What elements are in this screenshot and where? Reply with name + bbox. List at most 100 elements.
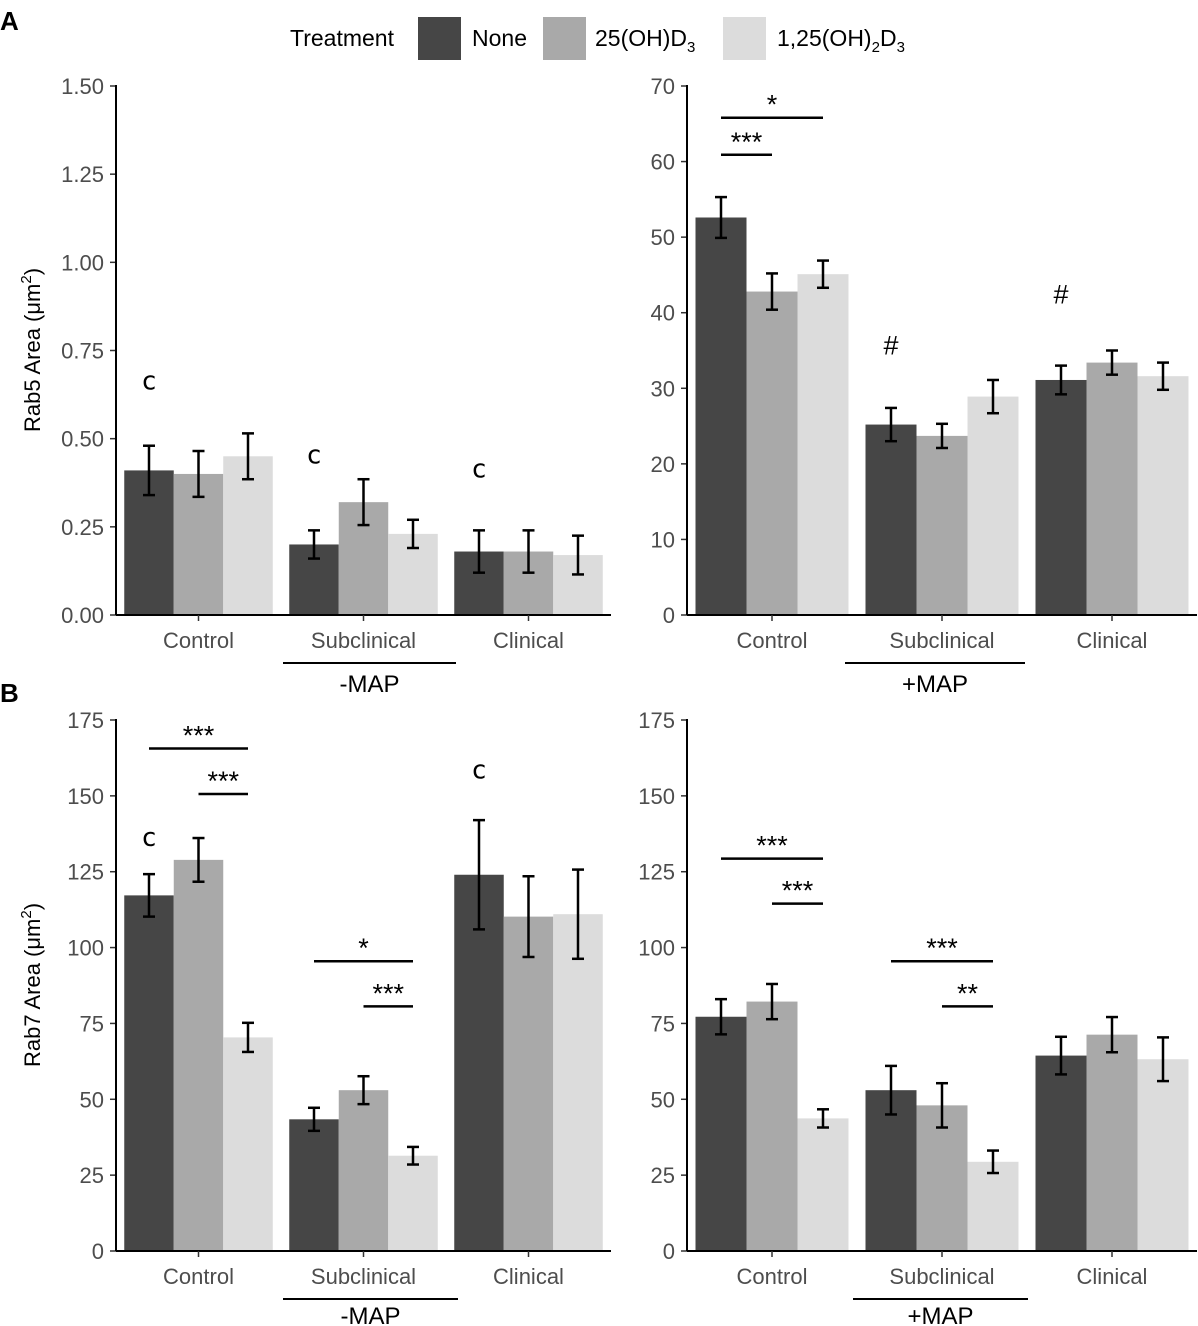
bar-control-1-25-oh-2d3	[223, 456, 273, 615]
y-tick-label: 150	[67, 784, 104, 809]
bar-clinical-none	[454, 874, 504, 1251]
bar-subclinical-none	[865, 1090, 917, 1251]
legend-label-25ohd3: 25(OH)D3	[595, 25, 695, 56]
bar-subclinical-1-25-oh-2d3	[388, 1155, 438, 1251]
significance-hash: #	[1053, 280, 1068, 310]
significance-stars: *	[358, 933, 369, 963]
y-tick-label: 50	[651, 225, 675, 250]
legend-swatch-125oh2d3	[723, 17, 766, 60]
y-tick-label: 20	[651, 452, 675, 477]
significance-letter: c	[306, 440, 322, 470]
legend-label-none: None	[472, 25, 527, 51]
y-axis-title-rab5: Rab5 Area (μm2)	[18, 268, 45, 432]
y-tick-label: 75	[651, 1011, 675, 1036]
legend: Treatment None 25(OH)D3 1,25(OH)2D3	[290, 17, 905, 60]
y-tick-label: 0	[663, 1239, 675, 1264]
x-tick-label-subclinical: Subclinical	[311, 1264, 416, 1289]
y-tick-label: 100	[67, 936, 104, 961]
x-tick-label-control: Control	[737, 628, 808, 653]
chart-panel-a-right: 0 10 20 30 40 50 60 70 Control Subclinical Clinica…	[651, 74, 1197, 698]
y-tick-label: 100	[638, 936, 675, 961]
bar-clinical-none	[1035, 1055, 1087, 1251]
y-tick-label: 10	[651, 527, 675, 552]
significance-stars: ***	[183, 721, 215, 751]
y-tick-label: 1.00	[61, 250, 104, 275]
y-tick-label: 1.25	[61, 162, 104, 187]
y-tick-label: 50	[651, 1087, 675, 1112]
significance-letter: c	[471, 454, 487, 484]
x-tick-label-clinical: Clinical	[493, 1264, 564, 1289]
chart-panel-b-right: 0 25 50 75 100 125 150 175 Control Subclinical Cli…	[638, 708, 1197, 1326]
bar-clinical-1-25-oh-2d3	[1137, 1059, 1189, 1251]
chart-panel-b-left: 0 25 50 75 100 125 150 175 Control Subclinical Cli…	[67, 708, 611, 1326]
group-label: -MAP	[341, 1303, 401, 1326]
significance-stars: ***	[782, 876, 814, 906]
x-tick-label-control: Control	[163, 628, 234, 653]
chart-panel-a-left: 0.00 0.25 0.50 0.75 1.00 1.25 1.50 Control Subcl…	[61, 74, 611, 698]
y-tick-label: 175	[67, 708, 104, 733]
y-tick-label: 125	[638, 860, 675, 885]
y-tick-label: 60	[651, 150, 675, 175]
y-tick-label: 0.25	[61, 515, 104, 540]
bar-control-none	[695, 217, 747, 615]
bar-control-none	[124, 895, 174, 1251]
x-tick-label-subclinical: Subclinical	[889, 1264, 994, 1289]
y-tick-label: 0.00	[61, 603, 104, 628]
y-tick-label: 70	[651, 74, 675, 99]
significance-stars: ***	[731, 127, 763, 157]
y-tick-label: 50	[80, 1087, 104, 1112]
x-tick-label-control: Control	[737, 1264, 808, 1289]
legend-title: Treatment	[290, 25, 395, 51]
y-tick-label: 0	[92, 1239, 104, 1264]
y-tick-label: 0.75	[61, 339, 104, 364]
bar-control-1-25-oh-2d3	[223, 1037, 273, 1251]
y-tick-label: 0	[663, 603, 675, 628]
y-tick-label: 1.50	[61, 74, 104, 99]
legend-swatch-25ohd3	[543, 17, 586, 60]
significance-letter: c	[471, 755, 487, 785]
panel-letter-b: B	[0, 678, 19, 708]
y-axis-title-rab7: Rab7 Area (μm2)	[18, 903, 45, 1067]
x-tick-label-subclinical: Subclinical	[889, 628, 994, 653]
y-tick-label: 125	[67, 860, 104, 885]
bar-subclinical-none	[289, 1119, 339, 1251]
bar-clinical-1-25-oh-2d3	[553, 914, 603, 1251]
y-tick-label: 40	[651, 301, 675, 326]
significance-stars: *	[767, 90, 778, 120]
bar-clinical-25-oh-d3	[1086, 1034, 1138, 1251]
significance-stars: ***	[756, 831, 788, 861]
x-tick-label-clinical: Clinical	[493, 628, 564, 653]
bar-control-none	[695, 1016, 747, 1251]
bar-control-25-oh-d3	[746, 1001, 798, 1251]
bar-clinical-1-25-oh-2d3	[1137, 376, 1189, 615]
legend-swatch-none	[418, 17, 461, 60]
y-tick-label: 175	[638, 708, 675, 733]
group-label: +MAP	[902, 671, 968, 698]
bar-subclinical-25-oh-d3	[916, 435, 968, 615]
bar-clinical-25-oh-d3	[1086, 362, 1138, 615]
group-label: -MAP	[340, 671, 400, 698]
y-tick-label: 30	[651, 376, 675, 401]
y-tick-label: 150	[638, 784, 675, 809]
x-tick-label-control: Control	[163, 1264, 234, 1289]
significance-stars: ***	[207, 766, 239, 796]
significance-stars: ***	[926, 933, 958, 963]
bar-control-1-25-oh-2d3	[797, 1118, 849, 1251]
y-tick-label: 25	[651, 1163, 675, 1188]
significance-hash: #	[883, 330, 898, 360]
bar-clinical-none	[1035, 379, 1087, 615]
significance-stars: **	[957, 978, 979, 1008]
y-tick-label: 75	[80, 1011, 104, 1036]
bar-subclinical-1-25-oh-2d3	[967, 1161, 1019, 1251]
legend-label-125oh2d3: 1,25(OH)2D3	[777, 25, 905, 56]
significance-stars: ***	[372, 978, 404, 1008]
significance-letter: c	[141, 366, 157, 396]
bar-clinical-25-oh-d3	[503, 916, 554, 1251]
bar-subclinical-1-25-oh-2d3	[967, 396, 1019, 615]
bar-control-25-oh-d3	[746, 291, 798, 615]
significance-letter: c	[141, 823, 157, 853]
y-tick-label: 25	[80, 1163, 104, 1188]
bar-subclinical-none	[865, 424, 917, 615]
y-tick-label: 0.50	[61, 427, 104, 452]
